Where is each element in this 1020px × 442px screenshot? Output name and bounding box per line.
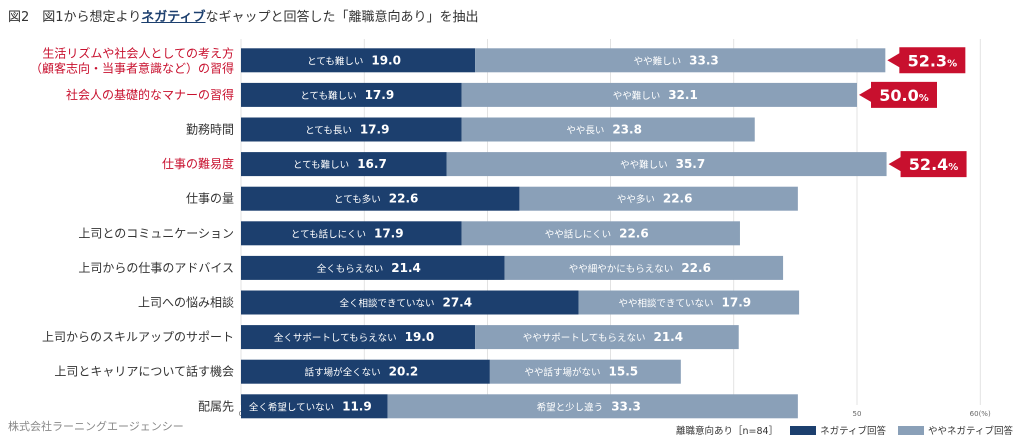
bar-mild <box>461 221 740 246</box>
total-callout-value: 52.4% <box>909 155 959 174</box>
bar-negative-label: とても長い 17.9 <box>305 123 389 137</box>
bar-mild <box>475 325 739 350</box>
bar-mild-label: やや話す場がない 15.5 <box>525 365 639 379</box>
category-label: 社会人の基礎的なマナーの習得 <box>66 87 234 102</box>
bar-negative-label: 全く相談できていない 27.4 <box>339 296 472 310</box>
bar-mild <box>504 255 784 280</box>
chart-title: 図2 図1から想定よりネガティブなギャップと回答した「離職意向あり」を抽出 <box>8 6 479 25</box>
bar-negative <box>241 255 505 280</box>
category-label: 上司とのコミュニケーション <box>78 226 234 240</box>
bar-negative-label: とても難しい 16.7 <box>293 157 387 171</box>
bar-negative-label: とても多い 22.6 <box>334 192 418 206</box>
bar-mild-label: やや難しい 33.3 <box>634 53 719 67</box>
total-callout-value: 50.0% <box>879 86 929 105</box>
category-label: （顧客志向・当事者意識など）の習得 <box>30 60 234 75</box>
bar-mild <box>446 152 887 177</box>
bar-negative <box>241 221 462 246</box>
bar-negative-label: とても難しい 19.0 <box>307 53 401 67</box>
bar-negative <box>241 325 476 350</box>
bar-negative-label: 全くもらえない 21.4 <box>317 261 421 275</box>
category-label: 上司からのスキルアップのサポート <box>42 330 234 344</box>
category-label: 上司からの仕事のアドバイス <box>78 261 234 275</box>
legend-swatch-mild <box>898 425 925 435</box>
bar-mild <box>461 82 857 107</box>
legend-label-mild: ややネガティブ回答 <box>928 426 1013 437</box>
bar-mild <box>387 394 798 419</box>
bar-negative-label: 全く希望していない 11.9 <box>249 399 372 413</box>
x-tick-label: 50 <box>853 410 862 418</box>
title-prefix: 図2 図1から想定より <box>8 10 142 25</box>
bar-mild-label: やや多い 22.6 <box>617 192 693 206</box>
category-label: 上司への悩み相談 <box>138 295 234 310</box>
bar-mild-label: ややサポートしてもらえない 21.4 <box>523 330 683 344</box>
source-credit: 株式会社ラーニングエージェンシー <box>8 420 184 433</box>
bar-negative <box>241 290 579 315</box>
bar-mild <box>475 48 886 73</box>
bar-negative <box>241 152 447 177</box>
bar-mild <box>461 117 755 142</box>
bar-negative-label: 話す場が全くない 20.2 <box>305 365 419 379</box>
bar-negative <box>241 117 462 142</box>
bar-negative-label: とても話しにくい 17.9 <box>291 226 404 240</box>
bar-mild <box>578 290 800 315</box>
legend-label-negative: ネガティブ回答 <box>820 426 887 437</box>
bar-mild-label: やや難しい 35.7 <box>620 157 705 171</box>
title-emphasis: ネガティブ <box>141 10 206 25</box>
bar-negative <box>241 186 520 211</box>
bar-mild-label: やや細やかにもらえない 22.6 <box>569 261 711 275</box>
legend-swatch-negative <box>790 425 817 435</box>
total-callout-value: 52.3% <box>908 51 958 70</box>
bar-mild-label: 希望と少し違う 33.3 <box>537 399 641 413</box>
category-label: 仕事の量 <box>186 192 234 206</box>
bar-negative <box>241 48 476 73</box>
title-suffix: なギャップと回答した「離職意向あり」を抽出 <box>205 10 479 25</box>
category-label: 勤務時間 <box>186 123 234 137</box>
category-label: 生活リズムや社会人としての考え方 <box>42 45 234 60</box>
bar-negative-label: とても難しい 17.9 <box>300 88 394 102</box>
bar-negative <box>241 394 388 419</box>
total-callout <box>887 47 966 74</box>
category-label: 配属先 <box>198 399 234 413</box>
bar-mild <box>489 359 681 384</box>
legend-sample-label: 離職意向あり［n=84］ <box>676 426 779 437</box>
legend: 離職意向あり［n=84］ ネガティブ回答 ややネガティブ回答 <box>676 423 1013 437</box>
x-tick-label: 60(%) <box>970 410 991 418</box>
bar-mild-label: やや長い 23.8 <box>566 123 642 137</box>
bar-negative-label: 全くサポートしてもらえない 19.0 <box>274 330 434 344</box>
bar-mild-label: やや難しい 32.1 <box>613 88 698 102</box>
bar-mild-label: やや相談できていない 17.9 <box>619 296 752 310</box>
category-label: 仕事の難易度 <box>162 156 234 171</box>
bar-negative <box>241 82 462 107</box>
category-label: 上司とキャリアについて話す機会 <box>54 364 234 379</box>
total-callout <box>888 151 967 178</box>
bar-negative <box>241 359 490 384</box>
bar-mild-label: やや話しにくい 22.6 <box>545 226 649 240</box>
total-callout <box>859 81 937 108</box>
bar-mild <box>519 186 798 211</box>
